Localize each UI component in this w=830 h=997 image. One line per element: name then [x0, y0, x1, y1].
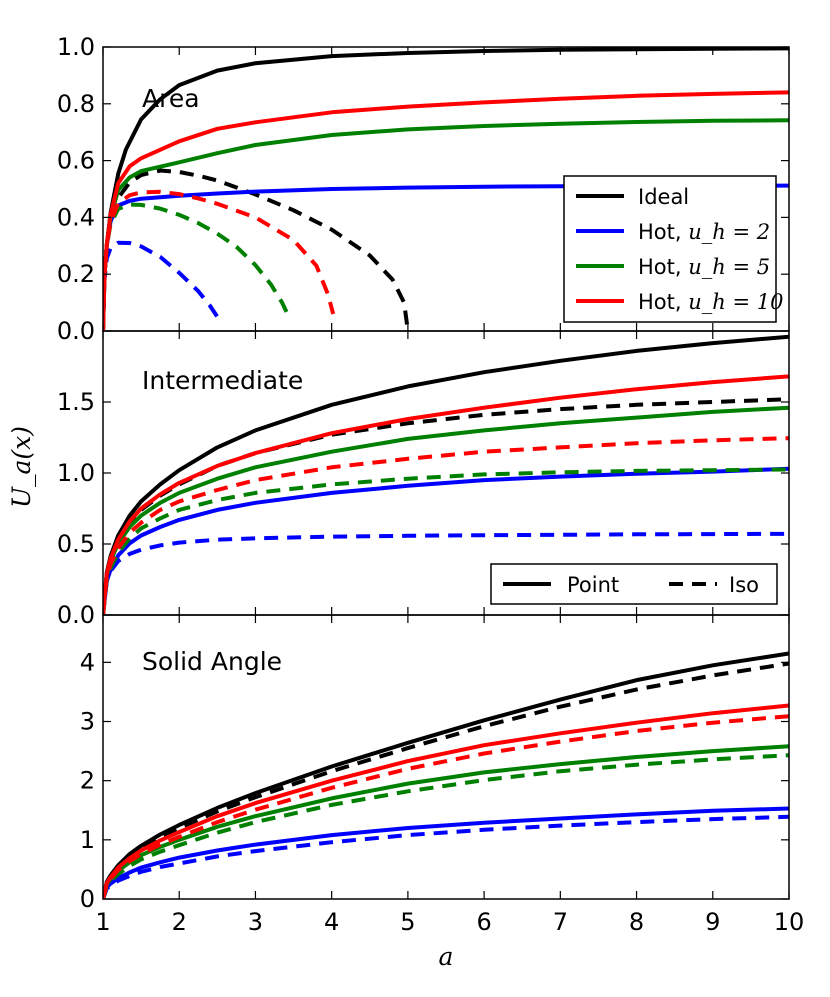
series-line-hot-u-h-2-iso: [103, 814, 789, 899]
series-group: [103, 334, 789, 615]
series-line-ideal-iso: [103, 168, 410, 331]
y-tick-label: 1.0: [57, 33, 95, 61]
legend-colors: Ideal Hot, u_h = 2 Hot, u_h = 5 Hot, u_h = …: [563, 175, 783, 323]
x-tick-label: 6: [476, 908, 491, 936]
y-tick-label: 0: [80, 885, 95, 913]
legend-label-point: Point: [567, 573, 619, 597]
panel-title: Area: [142, 84, 200, 113]
panel-title: Solid Angle: [142, 647, 282, 676]
x-tick-label: 8: [629, 908, 644, 936]
series-line-hot-u-h-5-iso: [103, 202, 290, 331]
y-tick-label: 0.8: [57, 90, 95, 118]
y-tick-label: 2: [80, 767, 95, 795]
y-tick-label: 4: [80, 648, 95, 676]
x-tick-label: 1: [95, 908, 110, 936]
series-line-hot-u-h-2-iso: [103, 531, 789, 615]
series-line-hot-u-h-10-point: [103, 90, 789, 331]
legend-label-iso: Iso: [729, 573, 759, 597]
y-tick-label: 3: [80, 708, 95, 736]
x-tick-label: 2: [172, 908, 187, 936]
y-axis-label: U_a(x): [7, 426, 36, 508]
x-axis-label: a: [439, 942, 454, 971]
series-group: [103, 651, 789, 899]
legend-label: Ideal: [638, 185, 689, 209]
y-tick-label: 0.0: [57, 601, 95, 629]
x-tick-label: 5: [400, 908, 415, 936]
y-tick-label: 0.4: [57, 203, 95, 231]
panel-2: 0 1 2 3 4 Solid Angle: [80, 614, 790, 913]
panel-title: Intermediate: [142, 366, 303, 395]
y-tick-label: 0.6: [57, 147, 95, 175]
series-line-hot-u-h-5-iso: [103, 753, 789, 899]
series-line-hot-u-h-10-iso: [103, 436, 789, 615]
series-line-hot-u-h-10-point: [103, 374, 789, 615]
plot-frame: [102, 614, 790, 900]
y-tick-label: 1.5: [57, 388, 95, 416]
y-tick-label: 0.2: [57, 260, 95, 288]
legend-label: Hot, u_h = 10: [638, 290, 783, 314]
x-tick-label: 9: [705, 908, 720, 936]
x-tick-label: 4: [324, 908, 339, 936]
y-axis-label-text: U_a(x): [7, 426, 36, 508]
legend-label: Hot, u_h = 5: [638, 255, 770, 279]
series-line-ideal-iso: [103, 661, 789, 899]
y-tick-label: 0.5: [57, 530, 95, 558]
panel-0: 0.0 0.2 0.4 0.6 0.8 1.0 Area: [57, 33, 790, 345]
panels: 0.0 0.2 0.4 0.6 0.8 1.0 Area 0.0 0.5 1.0 1.5 Interm…: [57, 33, 804, 936]
x-tick-label: 10: [774, 908, 805, 936]
y-tick-label: 0.0: [57, 317, 95, 345]
series-line-hot-u-h-10-iso: [103, 189, 336, 331]
series-line-hot-u-h-10-point: [103, 703, 789, 899]
legend-styles: Point Iso: [490, 563, 778, 605]
x-tick-label: 7: [553, 908, 568, 936]
series-line-hot-u-h-10-iso: [103, 714, 789, 899]
y-tick-label: 1: [80, 826, 95, 854]
legend-label: Hot, u_h = 2: [638, 220, 770, 244]
y-tick-label: 1.0: [57, 459, 95, 487]
series-line-hot-u-h-2-iso: [103, 240, 223, 331]
legend-frame: [563, 175, 777, 323]
x-tick-label: 3: [248, 908, 263, 936]
